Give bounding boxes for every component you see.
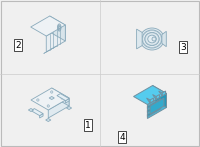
Polygon shape (147, 103, 161, 112)
Polygon shape (153, 95, 156, 100)
Polygon shape (162, 91, 166, 96)
Polygon shape (46, 118, 51, 122)
Polygon shape (66, 99, 69, 103)
Polygon shape (147, 99, 161, 108)
Text: 3: 3 (180, 42, 186, 51)
Polygon shape (52, 88, 69, 106)
Polygon shape (147, 98, 150, 103)
Polygon shape (162, 31, 166, 47)
Text: 2: 2 (15, 41, 21, 50)
Text: 1: 1 (85, 121, 91, 130)
Polygon shape (159, 91, 162, 96)
Polygon shape (156, 95, 160, 100)
Polygon shape (147, 93, 166, 118)
Polygon shape (28, 108, 34, 112)
Polygon shape (48, 98, 69, 118)
Ellipse shape (145, 32, 159, 46)
Polygon shape (49, 96, 54, 100)
Polygon shape (137, 29, 142, 49)
Polygon shape (134, 86, 166, 105)
Polygon shape (150, 98, 153, 103)
Polygon shape (40, 114, 43, 118)
Polygon shape (46, 25, 65, 52)
Ellipse shape (148, 35, 156, 43)
Polygon shape (57, 94, 69, 101)
Polygon shape (31, 88, 69, 110)
Circle shape (51, 91, 53, 93)
Ellipse shape (140, 28, 164, 50)
Circle shape (61, 97, 63, 99)
Polygon shape (150, 98, 164, 114)
Polygon shape (31, 16, 65, 36)
Ellipse shape (152, 37, 156, 41)
Polygon shape (44, 50, 50, 54)
Polygon shape (51, 46, 57, 50)
Polygon shape (66, 106, 72, 110)
Polygon shape (50, 16, 65, 41)
Circle shape (37, 99, 39, 101)
Text: 4: 4 (119, 132, 125, 142)
Polygon shape (153, 86, 166, 107)
Polygon shape (147, 107, 161, 117)
Ellipse shape (142, 30, 162, 48)
Circle shape (47, 105, 49, 107)
Polygon shape (31, 109, 43, 116)
